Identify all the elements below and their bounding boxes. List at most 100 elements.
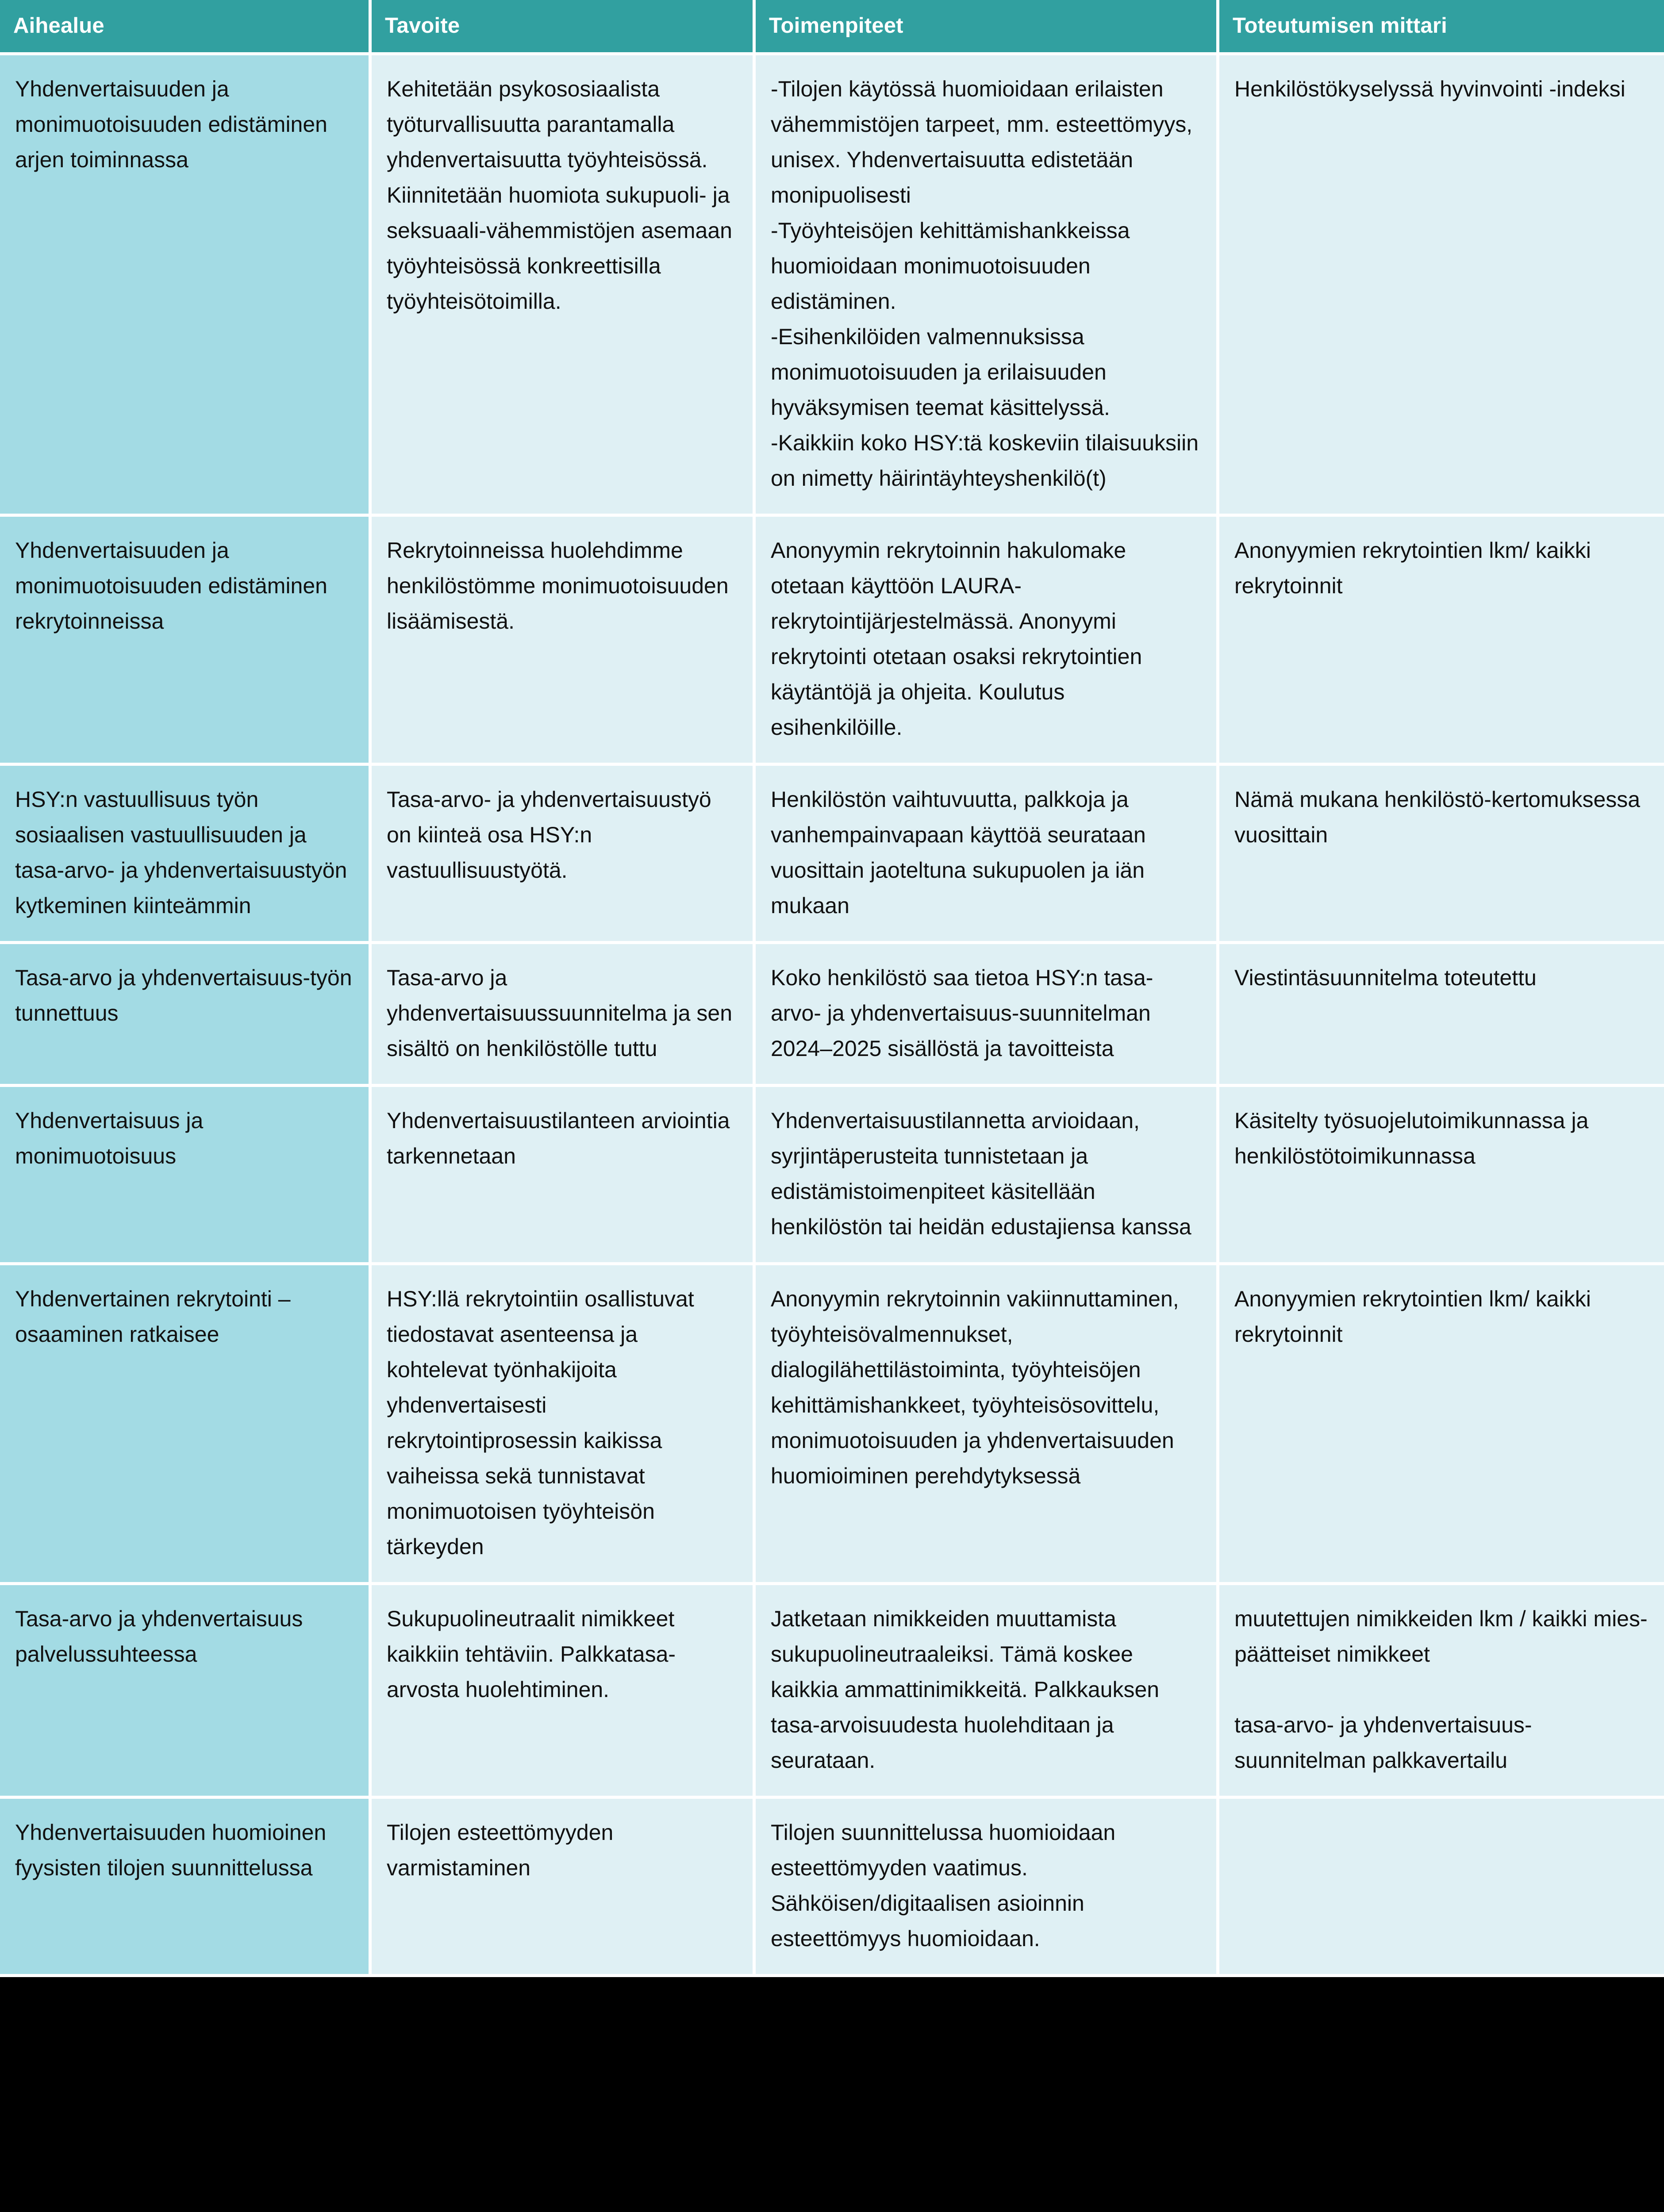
cell-paragraph: Anonyymien rekrytointien lkm/ kaikki rek… <box>1234 1281 1649 1352</box>
cell-paragraph: Yhdenvertaisuustilanteen arviointia tark… <box>387 1103 738 1174</box>
cell-paragraph: HSY:n vastuullisuus työn sosiaalisen vas… <box>15 782 354 923</box>
cell-paragraph: Kehitetään psykososiaalista työturvallis… <box>387 71 738 319</box>
cell-toimenpiteet: Tilojen suunnittelussa huomioidaan estee… <box>756 1799 1219 1977</box>
cell-paragraph: Viestintäsuunnitelma toteutettu <box>1234 960 1649 995</box>
cell-paragraph: Henkilöstökyselyssä hyvinvointi -indeksi <box>1234 71 1649 107</box>
cell-tavoite: HSY:llä rekrytointiin osallistuvat tiedo… <box>372 1265 756 1585</box>
bottom-black-band <box>0 1977 1664 2212</box>
cell-paragraph: Sukupuolineutraalit nimikkeet kaikkiin t… <box>387 1601 738 1707</box>
cell-text-line: -Kaikkiin koko HSY:tä koskeviin tilaisuu… <box>771 430 1205 491</box>
cell-aihealue: Yhdenvertaisuus ja monimuotoisuus <box>0 1087 372 1265</box>
cell-paragraph: Tilojen esteettömyyden varmistaminen <box>387 1815 738 1886</box>
cell-tavoite: Rekrytoinneissa huolehdimme henkilöstömm… <box>372 517 756 766</box>
cell-tavoite: Tasa-arvo- ja yhdenvertaisuustyö on kiin… <box>372 766 756 944</box>
cell-text-line: Anonyymin rekrytoinnin hakulomake otetaa… <box>771 538 1149 740</box>
cell-text-line: Nämä mukana henkilöstö-kertomuksessa vuo… <box>1234 787 1646 847</box>
cell-aihealue: HSY:n vastuullisuus työn sosiaalisen vas… <box>0 766 372 944</box>
cell-paragraph: Koko henkilöstö saa tietoa HSY:n tasa-ar… <box>771 960 1201 1066</box>
header-row: Aihealue Tavoite Toimenpiteet Toteutumis… <box>0 0 1664 55</box>
column-header-aihealue: Aihealue <box>0 0 372 55</box>
cell-tavoite: Tasa-arvo ja yhdenvertaisuussuunnitelma … <box>372 944 756 1087</box>
table-container: Aihealue Tavoite Toimenpiteet Toteutumis… <box>0 0 1664 1977</box>
table-row: HSY:n vastuullisuus työn sosiaalisen vas… <box>0 766 1664 944</box>
table-header: Aihealue Tavoite Toimenpiteet Toteutumis… <box>0 0 1664 55</box>
cell-paragraph: Tasa-arvo ja yhdenvertaisuussuunnitelma … <box>387 960 738 1066</box>
cell-text-line: Anonyymin rekrytoinnin vakiinnuttaminen,… <box>771 1286 1185 1488</box>
cell-text-line: Kehitetään psykososiaalista työturvallis… <box>387 77 738 314</box>
cell-text-line: -Esihenkilöiden valmennuksissa monimuoto… <box>771 324 1113 420</box>
cell-text-line: Anonyymien rekrytointien lkm/ kaikki rek… <box>1234 1286 1597 1347</box>
cell-paragraph: Tilojen suunnittelussa huomioidaan estee… <box>771 1815 1201 1956</box>
cell-text-line: Henkilöstön vaihtuvuutta, palkkoja ja va… <box>771 787 1152 918</box>
cell-text-line: Tilojen suunnittelussa huomioidaan estee… <box>771 1820 1122 1951</box>
cell-paragraph: Yhdenvertaisuustilannetta arvioidaan, sy… <box>771 1103 1201 1244</box>
cell-paragraph: Tasa-arvo- ja yhdenvertaisuustyö on kiin… <box>387 782 738 888</box>
cell-paragraph: Yhdenvertaisuus ja monimuotoisuus <box>15 1103 354 1174</box>
cell-paragraph: Anonyymien rekrytointien lkm/ kaikki rek… <box>1234 533 1649 603</box>
cell-tavoite: Kehitetään psykososiaalista työturvallis… <box>372 55 756 517</box>
cell-paragraph: muutettujen nimikkeiden lkm / kaikki mie… <box>1234 1601 1649 1672</box>
cell-text-line: -Tilojen käytössä huomioidaan erilaisten… <box>771 77 1199 207</box>
cell-tavoite: Tilojen esteettömyyden varmistaminen <box>372 1799 756 1977</box>
cell-paragraph: tasa-arvo- ja yhdenvertaisuus-suunnitelm… <box>1234 1707 1649 1778</box>
cell-paragraph: Yhdenvertaisuuden huomioinen fyysisten t… <box>15 1815 354 1886</box>
cell-text-line: Yhdenvertaisuus ja monimuotoisuus <box>15 1108 210 1168</box>
cell-toimenpiteet: Yhdenvertaisuustilannetta arvioidaan, sy… <box>756 1087 1219 1265</box>
cell-toimenpiteet: Anonyymin rekrytoinnin hakulomake otetaa… <box>756 517 1219 766</box>
cell-aihealue: Tasa-arvo ja yhdenvertaisuus-työn tunnet… <box>0 944 372 1087</box>
cell-paragraph: Rekrytoinneissa huolehdimme henkilöstömm… <box>387 533 738 639</box>
cell-text-line: Yhdenvertaisuustilanteen arviointia tark… <box>387 1108 736 1168</box>
cell-toimenpiteet: -Tilojen käytössä huomioidaan erilaisten… <box>756 55 1219 517</box>
cell-text-line: Viestintäsuunnitelma toteutettu <box>1234 965 1537 990</box>
cell-mittari: Käsitelty työsuojelutoimikunnassa ja hen… <box>1219 1087 1664 1265</box>
cell-mittari <box>1219 1799 1664 1977</box>
cell-paragraph: Yhdenvertaisuuden ja monimuotoisuuden ed… <box>15 533 354 639</box>
cell-text-line: Tilojen esteettömyyden varmistaminen <box>387 1820 620 1880</box>
cell-paragraph: Anonyymin rekrytoinnin vakiinnuttaminen,… <box>771 1281 1201 1494</box>
cell-text-line: Käsitelty työsuojelutoimikunnassa ja hen… <box>1234 1108 1595 1168</box>
cell-text-line: Anonyymien rekrytointien lkm/ kaikki rek… <box>1234 538 1597 598</box>
table-body: Yhdenvertaisuuden ja monimuotoisuuden ed… <box>0 55 1664 1977</box>
table-row: Tasa-arvo ja yhdenvertaisuus-työn tunnet… <box>0 944 1664 1087</box>
table-row: Yhdenvertaisuuden ja monimuotoisuuden ed… <box>0 55 1664 517</box>
cell-text-line: tasa-arvo- ja yhdenvertaisuus-suunnitelm… <box>1234 1713 1532 1773</box>
cell-text-line: HSY:llä rekrytointiin osallistuvat tiedo… <box>387 1286 700 1559</box>
cell-paragraph: Yhdenvertaisuuden ja monimuotoisuuden ed… <box>15 71 354 177</box>
cell-paragraph: Käsitelty työsuojelutoimikunnassa ja hen… <box>1234 1103 1649 1174</box>
cell-text-line: Yhdenvertainen rekrytointi – osaaminen r… <box>15 1286 297 1347</box>
column-header-mittari: Toteutumisen mittari <box>1219 0 1664 55</box>
cell-paragraph: Yhdenvertainen rekrytointi – osaaminen r… <box>15 1281 354 1352</box>
cell-paragraph: HSY:llä rekrytointiin osallistuvat tiedo… <box>387 1281 738 1564</box>
cell-aihealue: Yhdenvertainen rekrytointi – osaaminen r… <box>0 1265 372 1585</box>
cell-text-line: Koko henkilöstö saa tietoa HSY:n tasa-ar… <box>771 965 1157 1061</box>
cell-aihealue: Tasa-arvo ja yhdenvertaisuus palvelussuh… <box>0 1585 372 1799</box>
table-row: Yhdenvertaisuuden ja monimuotoisuuden ed… <box>0 517 1664 766</box>
cell-aihealue: Yhdenvertaisuuden ja monimuotoisuuden ed… <box>0 517 372 766</box>
cell-text-line: Henkilöstökyselyssä hyvinvointi -indeksi <box>1234 77 1626 101</box>
cell-text-line: Yhdenvertaisuuden ja monimuotoisuuden ed… <box>15 538 334 634</box>
cell-tavoite: Yhdenvertaisuustilanteen arviointia tark… <box>372 1087 756 1265</box>
cell-paragraph: Tasa-arvo ja yhdenvertaisuus-työn tunnet… <box>15 960 354 1031</box>
cell-paragraph: Jatketaan nimikkeiden muuttamista sukupu… <box>771 1601 1201 1778</box>
cell-text-line: HSY:n vastuullisuus työn sosiaalisen vas… <box>15 787 354 918</box>
column-header-toimenpiteet: Toimenpiteet <box>756 0 1219 55</box>
cell-text-line: Rekrytoinneissa huolehdimme henkilöstömm… <box>387 538 735 634</box>
equality-plan-table: Aihealue Tavoite Toimenpiteet Toteutumis… <box>0 0 1664 1977</box>
cell-text-line: Sukupuolineutraalit nimikkeet kaikkiin t… <box>387 1606 681 1702</box>
cell-mittari: Anonyymien rekrytointien lkm/ kaikki rek… <box>1219 517 1664 766</box>
cell-mittari: muutettujen nimikkeiden lkm / kaikki mie… <box>1219 1585 1664 1799</box>
cell-toimenpiteet: Koko henkilöstö saa tietoa HSY:n tasa-ar… <box>756 944 1219 1087</box>
cell-text-line: Jatketaan nimikkeiden muuttamista sukupu… <box>771 1606 1166 1773</box>
cell-toimenpiteet: Henkilöstön vaihtuvuutta, palkkoja ja va… <box>756 766 1219 944</box>
cell-paragraph: Henkilöstön vaihtuvuutta, palkkoja ja va… <box>771 782 1201 923</box>
cell-text-line: Tasa-arvo ja yhdenvertaisuus-työn tunnet… <box>15 965 358 1025</box>
cell-aihealue: Yhdenvertaisuuden huomioinen fyysisten t… <box>0 1799 372 1977</box>
cell-text-line: muutettujen nimikkeiden lkm / kaikki mie… <box>1234 1606 1648 1667</box>
cell-paragraph: Tasa-arvo ja yhdenvertaisuus palvelussuh… <box>15 1601 354 1672</box>
table-row: Tasa-arvo ja yhdenvertaisuus palvelussuh… <box>0 1585 1664 1799</box>
column-header-tavoite: Tavoite <box>372 0 756 55</box>
table-row: Yhdenvertaisuus ja monimuotoisuus Yhdenve… <box>0 1087 1664 1265</box>
cell-mittari: Viestintäsuunnitelma toteutettu <box>1219 944 1664 1087</box>
cell-text-line: -Työyhteisöjen kehittämishankkeissa huom… <box>771 218 1136 314</box>
